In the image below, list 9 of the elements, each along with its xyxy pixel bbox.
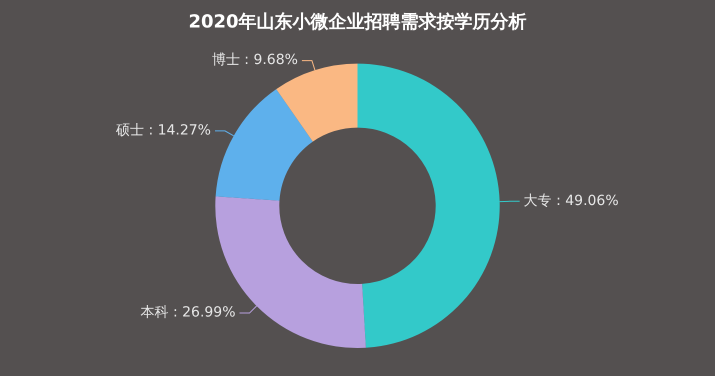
chart-title: 2020年山东小微企业招聘需求按学历分析	[188, 11, 527, 32]
data-label: : 26.99%	[172, 304, 236, 321]
data-label: : 14.27%	[148, 122, 211, 139]
data-label: : 9.68%	[244, 52, 298, 68]
slice-label: 本科	[140, 304, 169, 321]
slice-label: 大专	[524, 192, 552, 209]
slice-label: 博士	[212, 52, 240, 68]
data-label: : 49.06%	[556, 192, 619, 209]
slice-label: 硕士	[114, 122, 144, 139]
